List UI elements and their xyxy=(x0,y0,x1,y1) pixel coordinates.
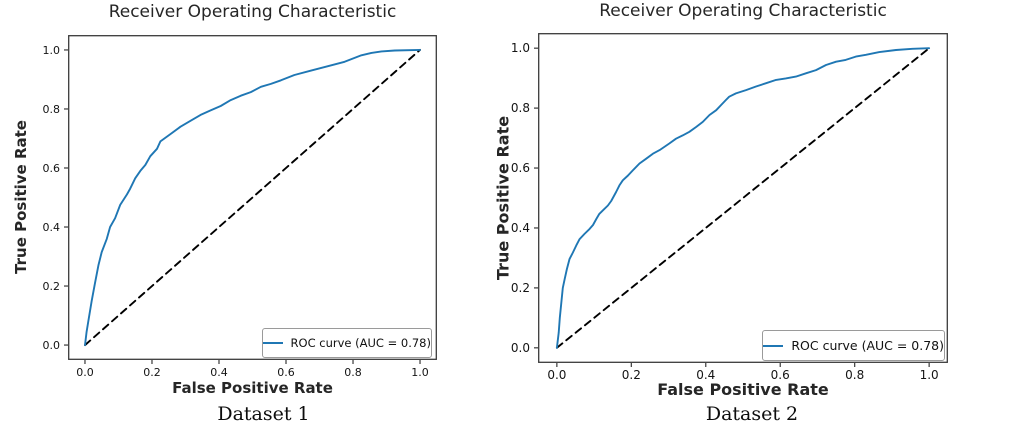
legend-entry: ROC curve (AUC = 0.78) xyxy=(791,338,944,353)
y-tick-label: 1.0 xyxy=(511,41,530,55)
legend-line-swatch xyxy=(263,342,283,344)
chance-diagonal-line xyxy=(84,48,421,347)
x-tick-label: 0.4 xyxy=(696,368,715,382)
x-axis-label: False Positive Rate xyxy=(172,379,333,397)
x-tick-label: 1.0 xyxy=(920,368,939,382)
y-axis-label: True Positive Rate xyxy=(493,115,513,281)
legend: ROC curve (AUC = 0.78) xyxy=(262,328,432,358)
x-tick-label: 0.2 xyxy=(143,366,161,379)
legend-line-swatch xyxy=(763,344,784,347)
axes-frame xyxy=(68,35,437,360)
x-tick-label: 0.4 xyxy=(210,366,228,379)
x-tick-label: 0.2 xyxy=(622,368,641,382)
caption-dataset-1: Dataset 1 xyxy=(217,403,310,425)
x-tick-label: 0.0 xyxy=(547,368,566,382)
x-axis-label: False Positive Rate xyxy=(657,380,829,399)
roc-plot-dataset-2: 0.0 0.2 0.4 0.6 0.8 1.0 0.0 0.2 0.4 0.6 0.8 1.0 xyxy=(511,33,948,382)
x-tick-label: 1.0 xyxy=(411,366,429,379)
x-tick-label: 0.0 xyxy=(76,366,94,379)
y-tick-label: 0.6 xyxy=(511,161,530,175)
y-tick-label: 0.0 xyxy=(43,339,61,352)
subplot-dataset-1: Receiver Operating Characteristic True P… xyxy=(12,2,437,425)
y-tick-label: 0.6 xyxy=(43,162,61,175)
legend-entry: ROC curve (AUC = 0.78) xyxy=(290,336,431,350)
axes-frame xyxy=(538,33,948,363)
plot-title: Receiver Operating Characteristic xyxy=(599,1,887,21)
roc-curve-line xyxy=(555,47,931,349)
y-tick-label: 1.0 xyxy=(43,44,61,57)
y-tick-label: 0.4 xyxy=(43,221,61,234)
x-tick-label: 0.6 xyxy=(771,368,790,382)
roc-plot-dataset-1: 0.0 0.2 0.4 0.6 0.8 1.0 0.0 0.2 0.4 0.6 0.8 1.0 xyxy=(43,35,437,379)
y-tick-label: 0.8 xyxy=(511,101,530,115)
y-tick-label: 0.4 xyxy=(511,221,530,235)
caption-dataset-2: Dataset 2 xyxy=(705,403,799,425)
x-tick-label: 0.8 xyxy=(845,368,864,382)
legend: ROC curve (AUC = 0.78) xyxy=(762,330,945,361)
y-axis-label: True Positive Rate xyxy=(12,120,30,274)
y-tick-label: 0.2 xyxy=(511,281,530,295)
y-tick-label: 0.8 xyxy=(43,103,61,116)
roc-curve-line xyxy=(84,48,421,347)
plot-title: Receiver Operating Characteristic xyxy=(108,2,397,22)
x-tick-label: 0.6 xyxy=(277,366,295,379)
x-tick-label: 0.8 xyxy=(344,366,362,379)
y-tick-label: 0.2 xyxy=(43,280,61,293)
subplot-dataset-2: Receiver Operating Characteristic True P… xyxy=(494,0,1014,440)
y-tick-label: 0.0 xyxy=(511,341,530,355)
chance-diagonal-line xyxy=(555,47,931,349)
